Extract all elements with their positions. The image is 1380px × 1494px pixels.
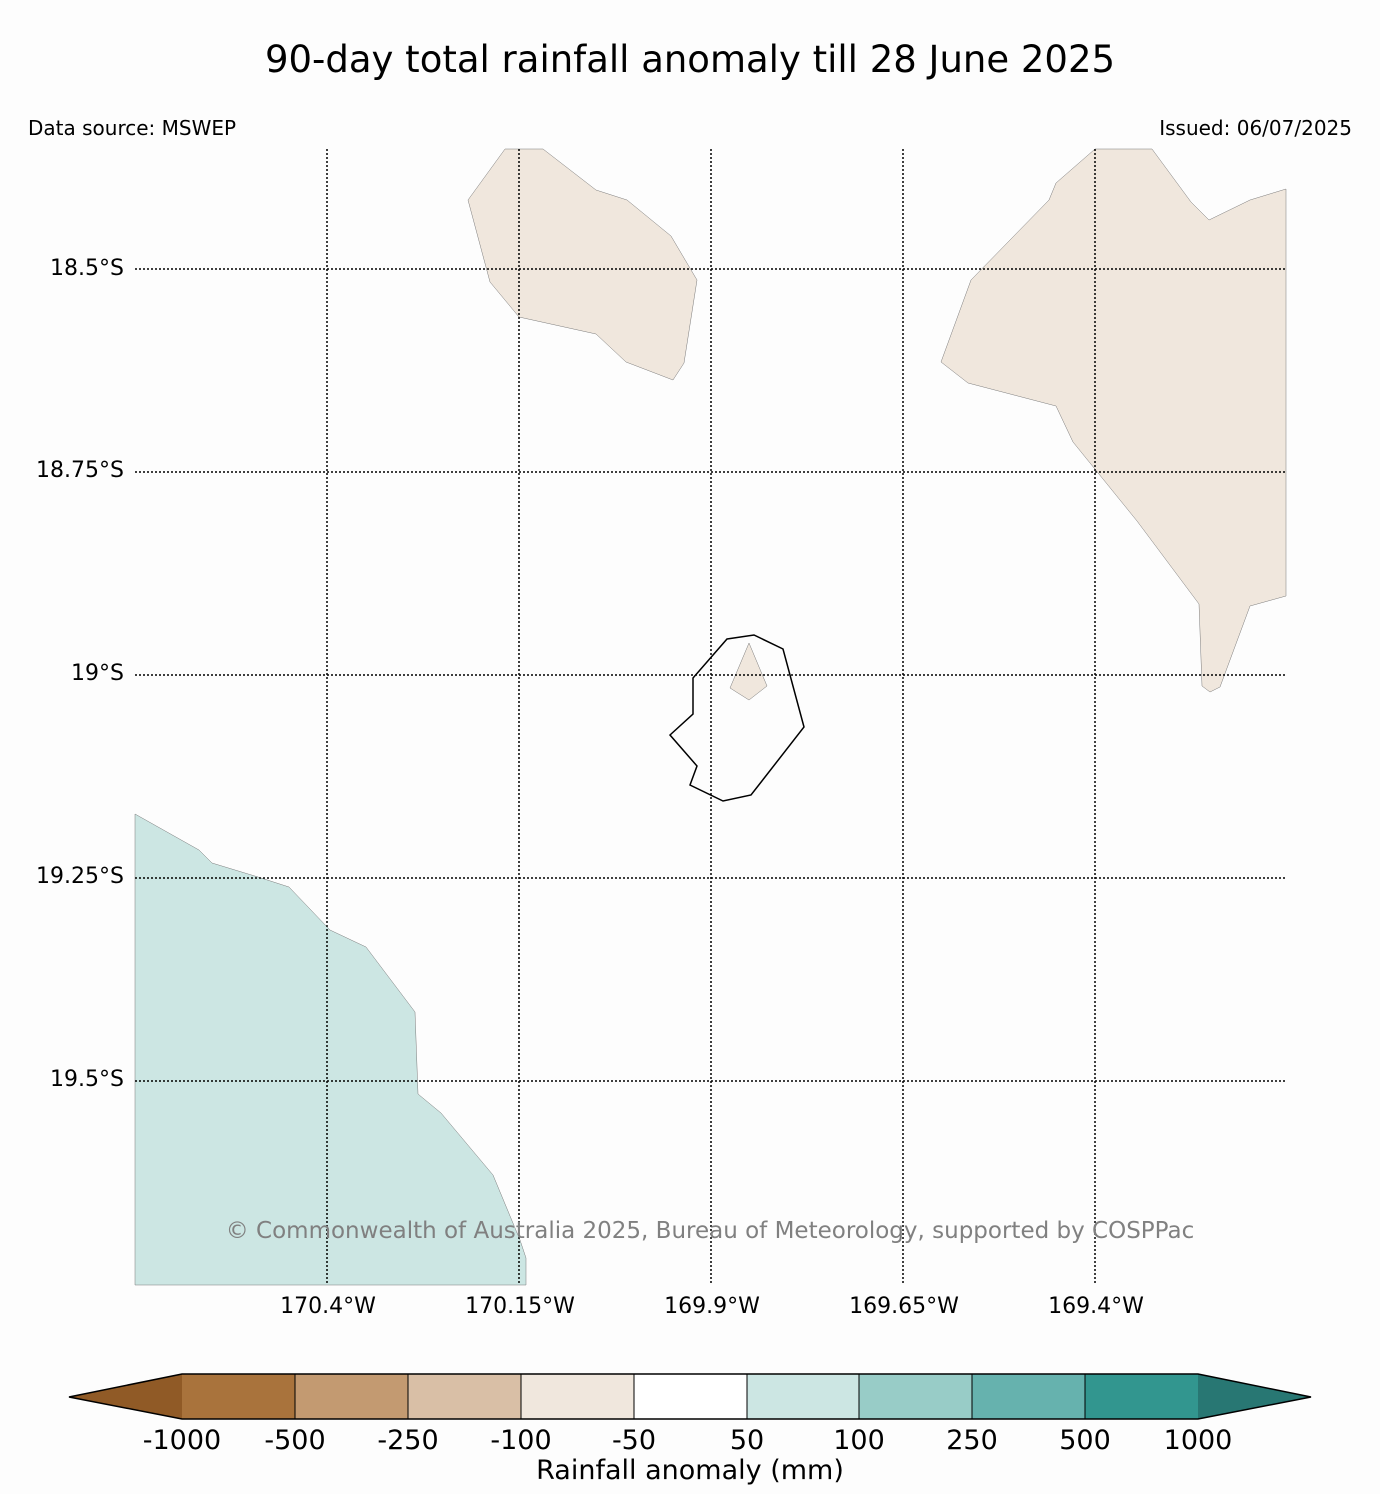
colorbar-bin [972, 1374, 1085, 1419]
anomaly-region-northeast [940, 148, 1287, 693]
anomaly-region-central [729, 642, 768, 701]
anomaly-region-northwest [467, 148, 698, 381]
colorbar-tick-label: -100 [490, 1425, 552, 1456]
colorbar-bin [521, 1374, 634, 1419]
lon-label: 170.4°W [280, 1294, 376, 1319]
lon-label: 169.4°W [1048, 1294, 1144, 1319]
data-source-label: Data source: MSWEP [28, 116, 237, 140]
colorbar-tick-label: -50 [611, 1425, 657, 1456]
island-coastline [668, 634, 805, 802]
lat-label: 19°S [71, 661, 124, 686]
lon-label: 169.65°W [849, 1294, 959, 1319]
anomaly-region-southwest [134, 813, 527, 1286]
lon-label: 170.15°W [465, 1294, 575, 1319]
lat-label: 18.5°S [50, 256, 124, 281]
colorbar-extend-high [1198, 1374, 1311, 1419]
lat-label: 18.75°S [36, 458, 124, 483]
colorbar-bin [634, 1374, 747, 1419]
colorbar [68, 1373, 1312, 1420]
colorbar-tick-label: 50 [729, 1425, 765, 1456]
colorbar-tick-label: 250 [946, 1425, 998, 1456]
issued-date-label: Issued: 06/07/2025 [1159, 116, 1352, 140]
colorbar-bin [747, 1374, 859, 1419]
colorbar-tick-label: 500 [1059, 1425, 1111, 1456]
graticule [135, 149, 1286, 1285]
lon-label: 169.9°W [664, 1294, 760, 1319]
colorbar-extend-low [69, 1374, 182, 1419]
colorbar-bin [408, 1374, 521, 1419]
colorbar-tick-label: -500 [264, 1425, 326, 1456]
colorbar-tick-label: 1000 [1163, 1425, 1233, 1456]
copyright-notice: © Commonwealth of Australia 2025, Bureau… [225, 1218, 1195, 1244]
colorbar-title: Rainfall anomaly (mm) [536, 1455, 844, 1486]
lat-label: 19.5°S [50, 1067, 124, 1092]
colorbar-bin [1085, 1374, 1198, 1419]
map-title: 90-day total rainfall anomaly till 28 Ju… [264, 38, 1116, 81]
lat-label: 19.25°S [36, 864, 124, 889]
colorbar-tick-label: -250 [377, 1425, 439, 1456]
colorbar-outline [68, 1373, 1312, 1420]
colorbar-bin [295, 1374, 408, 1419]
colorbar-bin [859, 1374, 972, 1419]
colorbar-tick-label: 100 [833, 1425, 885, 1456]
colorbar-tick-label: -1000 [142, 1425, 222, 1456]
colorbar-bin [182, 1374, 295, 1419]
